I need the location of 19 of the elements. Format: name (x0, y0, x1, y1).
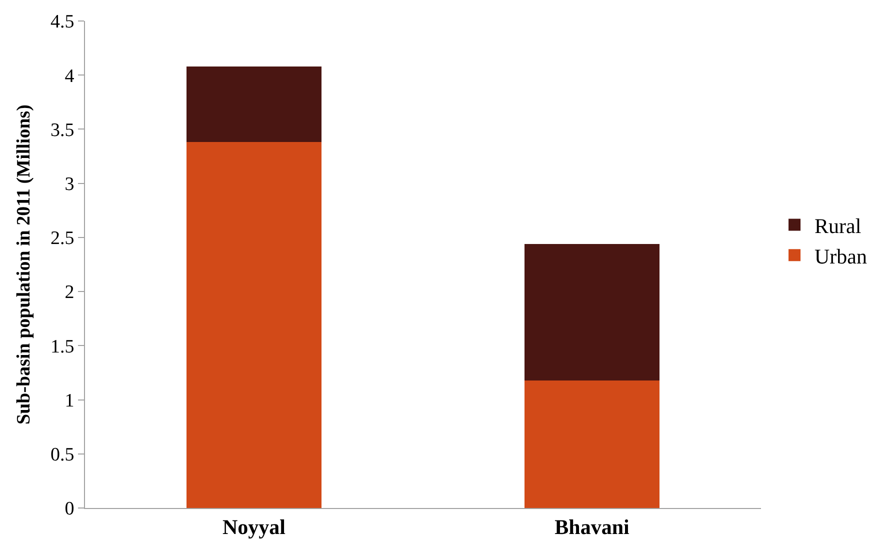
y-tick-label: 1.5 (50, 336, 74, 358)
bar (186, 66, 322, 142)
y-tick-label: 0.5 (50, 444, 74, 466)
bar (186, 142, 322, 508)
legend-label: Rural (814, 214, 862, 238)
y-tick-label: 2 (64, 282, 74, 304)
legend-label: Urban (814, 244, 868, 268)
y-tick-label: 0 (64, 498, 74, 520)
x-tick-label: Bhavani (554, 515, 630, 540)
bar (524, 244, 660, 380)
bar (524, 380, 660, 508)
y-axis-title: Sub-basin population in 2011 (Millions) (13, 104, 34, 424)
y-tick-label: 1 (64, 390, 74, 412)
y-tick-label: 4 (64, 66, 75, 87)
y-tick-label: 3 (64, 174, 74, 195)
y-tick-label: 2.5 (50, 228, 74, 250)
x-tick-label: Noyyal (222, 515, 286, 540)
y-tick-label: 3.5 (50, 120, 74, 141)
y-tick-label: 4.5 (50, 12, 74, 33)
